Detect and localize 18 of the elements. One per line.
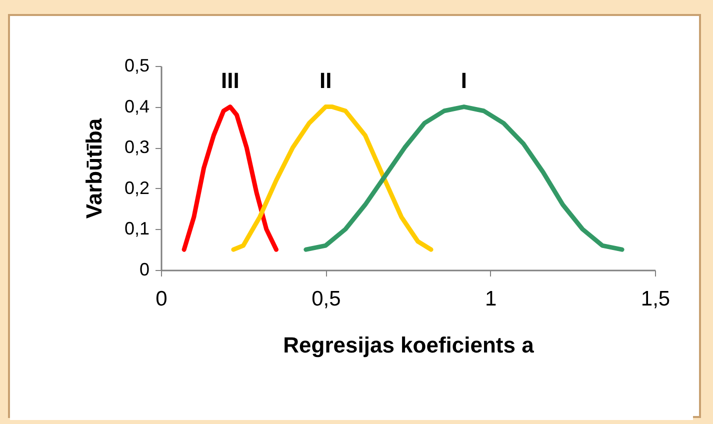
x-tick-label: 1,5 (640, 288, 670, 310)
x-tick-label: 0,5 (312, 288, 341, 310)
x-tick-label: 0 (156, 288, 168, 310)
series-label: II (320, 68, 332, 93)
y-tick-label: 0,2 (124, 178, 150, 198)
line-series (304, 104, 624, 252)
y-tick-label: 0 (139, 260, 150, 280)
line-series (182, 104, 279, 252)
series-label: III (220, 68, 240, 93)
series-label: I (460, 68, 468, 93)
line-series (231, 104, 434, 252)
x-axis-title: Regresijas koeficients a (283, 332, 535, 358)
y-tick-label: 0,3 (124, 137, 150, 158)
y-tick-label: 0,4 (124, 96, 150, 116)
y-axis-title: Varbūtība (81, 118, 106, 219)
y-tick-label: 0,1 (124, 218, 150, 239)
x-tick-label: 1 (484, 288, 497, 310)
y-tick-label: 0,5 (124, 56, 150, 76)
